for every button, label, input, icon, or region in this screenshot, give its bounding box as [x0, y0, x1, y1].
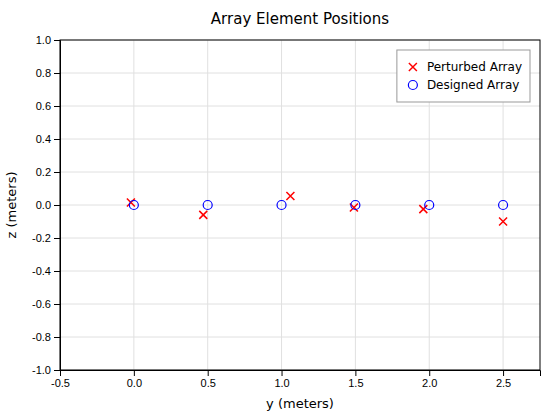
x-tick-label: 1.0	[274, 377, 289, 389]
x-tick: 0.0	[127, 370, 142, 389]
y-tick-label: 1.0	[36, 34, 51, 46]
x-tick-label: -0.5	[51, 377, 70, 389]
x-tick: -0.5	[51, 370, 70, 389]
y-tick: 0.2	[36, 166, 60, 178]
grid-line-y	[60, 337, 540, 338]
y-tick-label: 0.8	[36, 67, 51, 79]
y-tick-mark	[54, 205, 60, 206]
y-axis: -1.0 -0.8 -0.6 -0.4 -0.2 0.0 0.2 0.4 0.6 0.8 1.0	[32, 34, 60, 376]
x-tick: 2.0	[422, 370, 437, 389]
legend-label: Designed Array	[427, 78, 520, 92]
x-tick-label: 1.5	[348, 377, 363, 389]
x-tick-mark	[282, 370, 283, 376]
x-axis-line	[61, 371, 541, 377]
point	[499, 218, 507, 226]
point	[286, 192, 294, 200]
y-tick-mark	[54, 172, 60, 173]
grid-line-y	[60, 271, 540, 272]
point	[203, 201, 212, 210]
grid-line-y	[60, 304, 540, 305]
y-tick: -0.6	[32, 298, 60, 310]
grid-line-y	[60, 172, 540, 173]
x-tick-label: 2.0	[422, 377, 437, 389]
y-tick-label: 0.6	[36, 100, 51, 112]
y-tick: 1.0	[36, 34, 60, 46]
point	[129, 201, 138, 210]
y-tick: 0.8	[36, 67, 60, 79]
x-tick: 1.0	[274, 370, 289, 389]
y-tick-mark	[54, 304, 60, 305]
y-tick-mark	[54, 40, 60, 41]
point	[199, 211, 207, 219]
x-tick-mark	[134, 370, 135, 376]
y-tick-mark	[54, 337, 60, 338]
legend-box	[397, 50, 530, 102]
y-tick-label: -1.0	[32, 364, 51, 376]
y-tick: 0.6	[36, 100, 60, 112]
y-tick-label: -0.6	[32, 298, 51, 310]
legend-symbol	[409, 63, 417, 71]
legend: Perturbed Array Designed Array	[397, 50, 530, 102]
x-tick-label: 2.5	[496, 377, 511, 389]
y-tick-label: -0.4	[32, 265, 51, 277]
plot: -0.5 0.0 0.5 1.0 1.5 2.0 2.5 -1.0 -0.8 -0.6 -0.4 -0…	[32, 34, 540, 389]
grid-line-y	[60, 139, 540, 140]
y-tick: -0.4	[32, 265, 60, 277]
y-axis-line	[54, 41, 61, 371]
point	[351, 201, 360, 210]
x-tick-mark	[503, 370, 504, 376]
plot-frame	[60, 40, 540, 370]
x-axis: -0.5 0.0 0.5 1.0 1.5 2.0 2.5	[51, 370, 540, 389]
x-tick-label: 0.0	[127, 377, 142, 389]
legend-label: Perturbed Array	[427, 60, 522, 74]
series	[127, 192, 507, 226]
x-tick: 1.5	[348, 370, 363, 389]
y-tick-label: 0.0	[36, 199, 51, 211]
y-tick-mark	[54, 370, 60, 371]
legend-symbol	[408, 81, 417, 90]
y-tick-label: 0.4	[36, 133, 51, 145]
x-tick: 0.5	[201, 370, 216, 389]
y-tick-label: -0.8	[32, 331, 51, 343]
x-tick-mark	[355, 370, 356, 376]
y-tick-mark	[54, 106, 60, 107]
point	[419, 205, 427, 213]
point	[425, 201, 434, 210]
x-tick: 2.5	[496, 370, 511, 389]
y-tick-mark	[54, 139, 60, 140]
y-tick: -0.8	[32, 331, 60, 343]
y-tick-label: 0.2	[36, 166, 51, 178]
y-tick: -1.0	[32, 364, 60, 376]
y-tick: -0.2	[32, 232, 60, 244]
y-tick-mark	[54, 238, 60, 239]
point	[499, 201, 508, 210]
x-tick-label: 0.5	[201, 377, 216, 389]
y-tick-label: -0.2	[32, 232, 51, 244]
y-tick: 0.0	[36, 199, 60, 211]
chart: -0.5 0.0 0.5 1.0 1.5 2.0 2.5 -1.0 -0.8 -0.6 -0.4 -0…	[0, 0, 560, 420]
y-tick: 0.4	[36, 133, 60, 145]
grid-line-y	[60, 238, 540, 239]
y-tick-mark	[54, 73, 60, 74]
point	[277, 201, 286, 210]
point	[127, 199, 135, 207]
grid	[60, 40, 540, 370]
points	[127, 192, 508, 226]
x-axis-title: y (meters)	[266, 396, 334, 411]
title: Array Element Positions	[211, 10, 389, 28]
x-tick-mark	[208, 370, 209, 376]
series	[129, 201, 507, 210]
y-tick-mark	[54, 271, 60, 272]
y-axis-title: z (meters)	[4, 172, 19, 239]
x-tick-mark	[429, 370, 430, 376]
grid-line-y	[60, 106, 540, 107]
